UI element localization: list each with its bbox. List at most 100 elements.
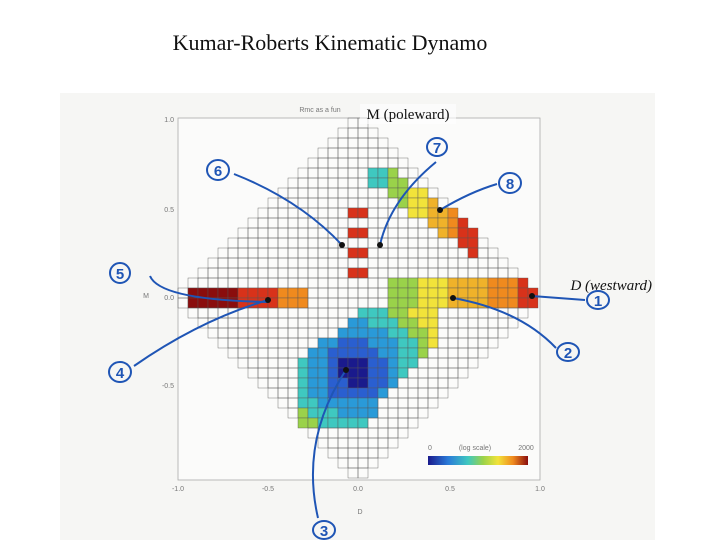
grid-cell [507, 277, 519, 289]
grid-cell [467, 287, 479, 299]
grid-cell [427, 197, 439, 209]
dot [339, 242, 345, 248]
grid-cell [387, 167, 399, 179]
grid-cell [187, 297, 199, 309]
grid-cell [277, 297, 289, 309]
grid-cell [377, 347, 389, 359]
grid-cell [367, 327, 379, 339]
grid-cell [307, 417, 319, 429]
grid-cell [307, 377, 319, 389]
slide-title: Kumar-Roberts Kinematic Dynamo [173, 30, 488, 55]
marker-circle [109, 262, 131, 284]
grid-cell [407, 197, 419, 209]
grid-cell [307, 357, 319, 369]
grid-cell [297, 397, 309, 409]
pointer [379, 161, 437, 246]
marker-label: 1 [594, 293, 602, 310]
grid-cell [457, 367, 469, 379]
grid-cell [307, 347, 319, 359]
grid-cell [417, 327, 429, 339]
grid-cell [487, 337, 499, 349]
grid-cell [307, 407, 319, 419]
grid-cell [407, 307, 419, 319]
grid-cell [497, 297, 509, 309]
grid-cell [347, 337, 359, 349]
grid-cell [367, 407, 379, 419]
grid-cell [357, 267, 369, 279]
grid-cell [427, 277, 439, 289]
grid-cell [397, 177, 409, 189]
grid-cell [397, 277, 409, 289]
grid-cell [437, 387, 449, 399]
grid-cell [427, 297, 439, 309]
grid-cell [327, 337, 339, 349]
marker-circle [426, 137, 448, 157]
grid-cell [317, 387, 329, 399]
grid-cell [307, 397, 319, 409]
grid-cell [377, 357, 389, 369]
grid-cell [467, 357, 479, 369]
grid-cell [357, 417, 369, 429]
grid-cell [387, 187, 399, 199]
pointer [133, 299, 269, 367]
x-tick-label: -0.5 [262, 486, 274, 493]
grid-cell [457, 237, 469, 249]
marker-label: 3 [320, 523, 328, 540]
grid-cell [417, 307, 429, 319]
dot [437, 207, 443, 213]
grid-cell [307, 367, 319, 379]
grid-cell [387, 177, 399, 189]
grid-cell [477, 347, 489, 359]
pointer [452, 297, 557, 349]
grid-cell [377, 177, 389, 189]
dot [343, 367, 349, 373]
marker-label: 5 [116, 266, 124, 283]
marker-label: 2 [564, 345, 572, 362]
grid-cell [367, 307, 379, 319]
figure: Rmc as a fun -1.0 -0.5 0.0 0.5 1.0 1.0 0… [60, 93, 655, 540]
grid-cell [507, 287, 519, 299]
grid-cell [397, 347, 409, 359]
grid-cell [427, 327, 439, 339]
pointer [233, 173, 343, 246]
grid-cell [337, 387, 349, 399]
marker-circle [498, 172, 522, 194]
grid-cell [287, 287, 299, 299]
grid-cell [217, 287, 229, 299]
grid-cell [397, 357, 409, 369]
grid-cell [367, 177, 379, 189]
grid-cell [377, 377, 389, 389]
grid-cell [457, 277, 469, 289]
grid-cell [457, 227, 469, 239]
marker-circle [556, 342, 580, 362]
grid-cell [277, 287, 289, 299]
grid-cell [327, 417, 339, 429]
grid-cell [447, 207, 459, 219]
markers: 1 2 3 4 5 6 7 8 [108, 137, 610, 540]
colorbar [428, 456, 528, 465]
grid-cell [517, 307, 529, 319]
grid-cell [337, 337, 349, 349]
grid-cell [527, 297, 539, 309]
grid-cell [447, 227, 459, 239]
pointer-dots [265, 207, 535, 373]
grid-cell [357, 317, 369, 329]
grid-cell [437, 287, 449, 299]
grid-cell [387, 337, 399, 349]
pointer [439, 183, 498, 211]
x-axis-label: D [357, 509, 362, 516]
grid-cell [487, 277, 499, 289]
grid-cell [517, 287, 529, 299]
grid-cell [397, 327, 409, 339]
grid-cell [357, 407, 369, 419]
grid-cell [477, 277, 489, 289]
grid-cell [397, 337, 409, 349]
grid-cell [357, 367, 369, 379]
grid-cell [417, 187, 429, 199]
grid-cell [407, 297, 419, 309]
grid-cell [437, 227, 449, 239]
grid-cell [407, 187, 419, 199]
grid-cell [327, 347, 339, 359]
grid-cell [377, 387, 389, 399]
